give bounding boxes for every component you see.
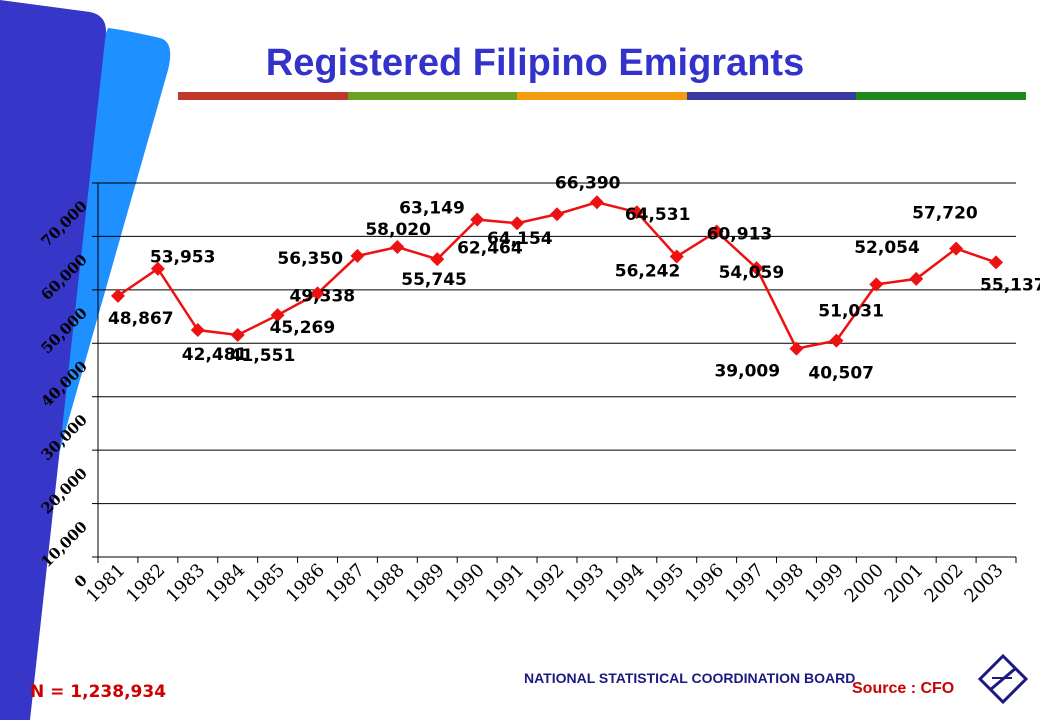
x-tick-label: 2001 — [881, 560, 928, 607]
axes — [92, 182, 1017, 563]
stripe-segment — [856, 92, 1026, 100]
source-label: Source : CFO — [852, 680, 955, 697]
data-label: 45,269 — [270, 318, 336, 338]
x-tick-label: 1992 — [521, 560, 568, 607]
series-line-path — [117, 200, 997, 350]
data-point — [869, 277, 884, 292]
data-point — [150, 261, 165, 276]
x-tick-label: 1994 — [601, 560, 648, 607]
data-point — [949, 241, 964, 256]
data-point — [390, 240, 405, 255]
x-tick-label: 2003 — [960, 560, 1007, 607]
data-point — [749, 261, 764, 276]
page-title: Registered Filipino Emigrants — [265, 42, 805, 84]
x-tick-labels: 1981198219831984198519861987198819891990… — [82, 560, 1007, 607]
data-label: 62,464 — [457, 238, 523, 258]
y-tick-label: 50,000 — [37, 304, 90, 357]
y-tick-label: 60,000 — [37, 251, 90, 304]
data-label: 56,350 — [277, 249, 343, 269]
title-stripe — [178, 92, 1026, 100]
stripe-segment — [686, 92, 857, 100]
y-tick-label: 40,000 — [37, 357, 90, 410]
data-point — [789, 341, 804, 356]
nscb-logo-icon — [977, 653, 1029, 705]
x-tick-label: 1993 — [561, 560, 608, 607]
data-point — [989, 255, 1004, 270]
y-tick-label: 10,000 — [37, 518, 90, 571]
data-label: 48,867 — [108, 309, 174, 329]
data-label: 52,054 — [854, 238, 920, 258]
data-label: 39,009 — [714, 362, 780, 382]
data-point — [589, 195, 604, 210]
data-label: 64,154 — [487, 229, 553, 249]
x-tick-label: 1990 — [441, 560, 488, 607]
ribbon-dark — [0, 0, 106, 720]
data-point — [190, 323, 205, 338]
data-point — [110, 288, 125, 303]
x-tick-label: 2002 — [920, 560, 967, 607]
data-point — [629, 205, 644, 220]
x-tick-label: 1995 — [641, 560, 688, 607]
stripe-segment — [517, 92, 687, 100]
series-line — [117, 200, 997, 350]
x-tick-label: 1997 — [721, 560, 768, 607]
data-label: 55,137 — [980, 275, 1040, 295]
y-tick-label: 20,000 — [37, 464, 90, 517]
x-tick-label: 1999 — [801, 560, 848, 607]
data-label: 53,953 — [150, 248, 216, 268]
y-tick-label: 70,000 — [37, 197, 90, 250]
x-tick-label: 1987 — [322, 560, 369, 607]
gridlines — [98, 182, 1016, 505]
data-label: 49,338 — [290, 286, 356, 306]
data-label: 42,481 — [182, 345, 248, 365]
data-label: 63,149 — [399, 199, 465, 219]
y-tick-labels: 010,00020,00030,00040,00050,00060,00070,… — [37, 197, 90, 591]
y-tick-label: 30,000 — [37, 411, 90, 464]
data-point — [909, 271, 924, 286]
data-label: 57,720 — [912, 204, 978, 224]
total-label: N = 1,238,934 — [30, 682, 167, 702]
data-point — [430, 252, 445, 267]
x-tick-label: 1988 — [362, 560, 409, 607]
x-tick-label: 1996 — [681, 560, 728, 607]
x-tick-label: 1989 — [402, 560, 449, 607]
data-label: 58,020 — [365, 220, 431, 240]
x-tick-label: 1991 — [481, 560, 528, 607]
data-point — [550, 207, 564, 222]
stripe-segment — [178, 92, 348, 100]
data-label: 41,551 — [230, 346, 296, 366]
x-tick-label: 1998 — [761, 560, 808, 607]
x-tick-label: 1982 — [122, 560, 169, 607]
organization-label: NATIONAL STATISTICAL COORDINATION BOARD — [524, 670, 856, 686]
x-tick-label: 1983 — [162, 560, 209, 607]
decorative-side-ribbon — [0, 0, 171, 720]
data-label: 54,059 — [719, 263, 785, 283]
x-tick-label: 1986 — [282, 560, 329, 607]
data-label: 60,913 — [707, 225, 773, 245]
data-label: 55,745 — [401, 270, 467, 290]
data-point — [350, 248, 365, 263]
x-tick-label: 1984 — [202, 560, 249, 607]
data-label: 56,242 — [615, 262, 681, 282]
data-point — [510, 216, 525, 231]
series-markers — [110, 195, 1004, 356]
data-point — [270, 308, 285, 323]
x-tick-label: 1985 — [242, 560, 289, 607]
data-point — [829, 333, 844, 348]
data-label: 64,531 — [625, 205, 691, 225]
data-label: 51,031 — [818, 301, 884, 321]
data-point — [230, 327, 245, 342]
data-point — [709, 224, 724, 239]
stripe-segment — [347, 92, 518, 100]
data-label: 66,390 — [555, 173, 621, 193]
x-tick-label: 2000 — [841, 560, 888, 607]
data-point — [470, 212, 485, 227]
data-label: 40,507 — [808, 364, 874, 384]
data-point — [310, 286, 325, 301]
data-point — [669, 249, 684, 264]
